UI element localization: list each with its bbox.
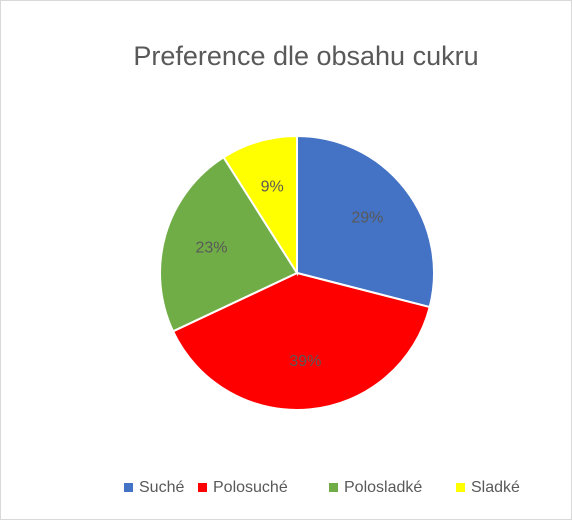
pie-slice <box>171 271 431 411</box>
chart-title: Preference dle obsahu cukru <box>133 41 478 71</box>
legend-label: Sladké <box>471 479 520 496</box>
pie-slice <box>296 134 435 309</box>
data-label: 23% <box>195 239 227 256</box>
legend-label: Polosladké <box>344 479 422 496</box>
legend-swatch <box>329 483 338 492</box>
legend-label: Suché <box>139 479 184 496</box>
legend-swatch <box>198 483 207 492</box>
data-label: 9% <box>261 179 284 196</box>
pie-slice <box>159 155 299 333</box>
legend-label: Polosuché <box>213 479 288 496</box>
data-label: 39% <box>289 353 321 370</box>
data-label: 29% <box>351 210 383 227</box>
pie-slice <box>222 134 298 277</box>
legend-swatch <box>124 483 133 492</box>
legend-swatch <box>456 483 465 492</box>
